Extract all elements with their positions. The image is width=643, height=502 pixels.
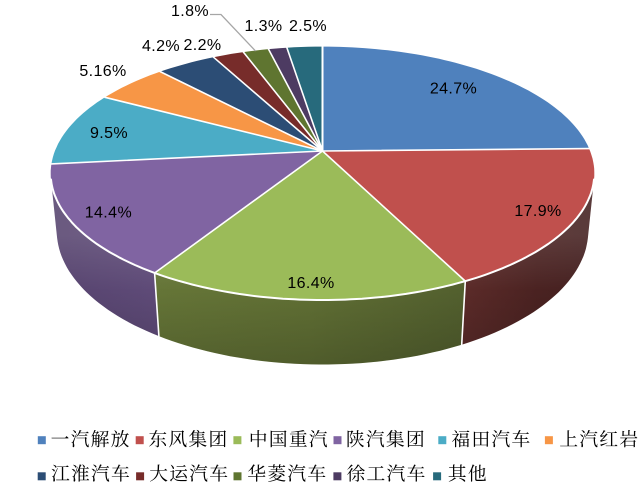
svg-text:9.5%: 9.5%	[90, 125, 128, 142]
svg-text:2.2%: 2.2%	[183, 37, 221, 54]
svg-text:14.4%: 14.4%	[85, 204, 132, 221]
svg-text:2.5%: 2.5%	[289, 18, 327, 35]
svg-text:4.2%: 4.2%	[142, 38, 180, 55]
svg-text:5.16%: 5.16%	[79, 63, 126, 80]
svg-text:24.7%: 24.7%	[430, 81, 477, 98]
svg-text:1.3%: 1.3%	[244, 18, 282, 35]
svg-text:16.4%: 16.4%	[287, 275, 334, 292]
svg-text:17.9%: 17.9%	[514, 203, 561, 220]
svg-text:1.8%: 1.8%	[171, 3, 209, 20]
